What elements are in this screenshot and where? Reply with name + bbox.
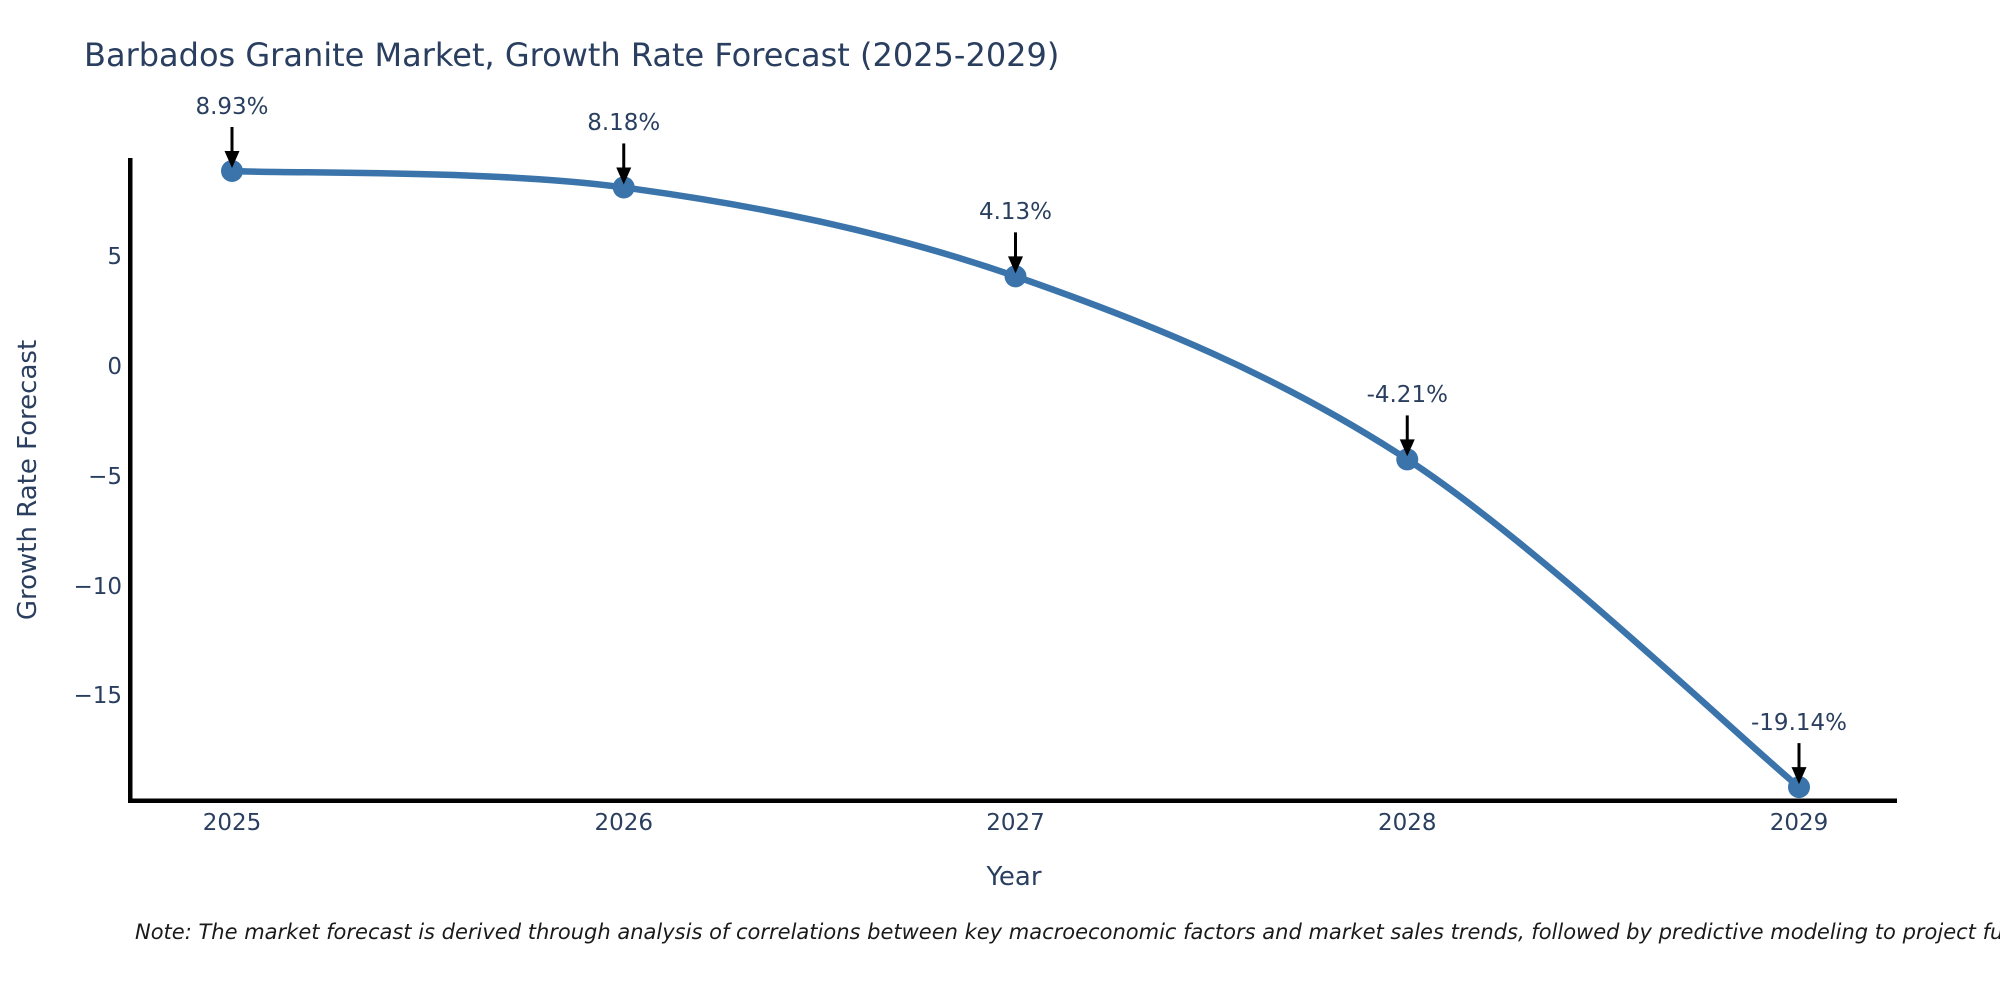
data-point-label: 4.13% (978, 199, 1053, 226)
y-tick-label: −5 (88, 463, 122, 490)
x-tick-label: 2027 (986, 810, 1045, 836)
chart-title: Barbados Granite Market, Growth Rate For… (84, 36, 1060, 74)
x-tick-label: 2028 (1377, 810, 1437, 836)
y-tick-label: −10 (73, 573, 122, 600)
data-point-marker (1788, 776, 1810, 799)
y-tick-label: 5 (107, 244, 122, 271)
axis-line (128, 158, 133, 803)
x-tick-label: 2025 (202, 810, 262, 836)
data-point-label: 8.18% (587, 110, 661, 137)
data-point-marker (221, 159, 243, 182)
x-tick-label: 2026 (594, 810, 654, 836)
footnote: Note: The market forecast is derived thr… (135, 920, 2000, 944)
data-point-label: 8.93% (195, 93, 269, 120)
arrow-head-icon (224, 150, 240, 168)
data-point-label: -19.14% (1751, 710, 1847, 737)
axis-line (128, 798, 1897, 803)
data-point-markers (221, 159, 1810, 799)
y-tick-label: −15 (73, 683, 122, 710)
arrow-head-icon (1399, 439, 1415, 457)
x-axis-title: Year (986, 862, 1042, 892)
arrow-head-icon (1791, 767, 1807, 785)
axis-lines (128, 158, 1897, 803)
data-point-label: -4.21% (1366, 382, 1448, 409)
arrow-head-icon (616, 167, 632, 185)
arrow-head-icon (1008, 256, 1023, 274)
data-point-marker (1004, 265, 1027, 288)
data-point-marker (612, 176, 635, 199)
y-tick-label: 0 (107, 354, 122, 380)
annotation-arrows (224, 126, 1807, 785)
data-point-marker (1396, 448, 1419, 471)
x-tick-label: 2029 (1769, 810, 1829, 836)
